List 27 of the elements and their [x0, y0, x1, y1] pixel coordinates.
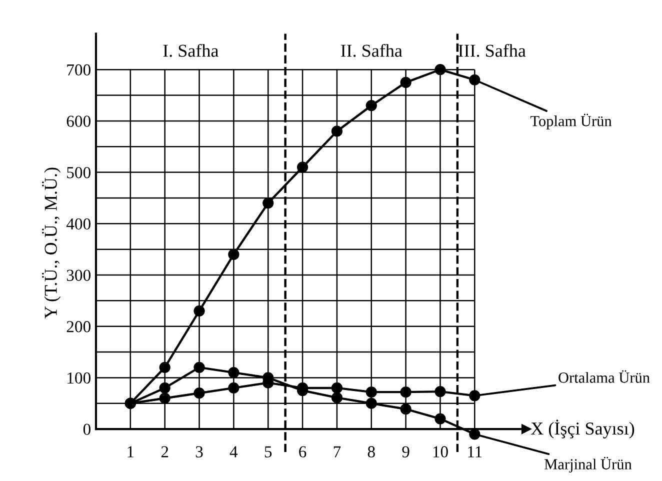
- x-tick-label: 9: [402, 446, 410, 458]
- text: Ortalama Ürün: [558, 370, 650, 383]
- y-tick-label: 300: [66, 270, 90, 281]
- x-tick-label: 3: [196, 446, 203, 458]
- x-tick-label: 8: [368, 446, 375, 458]
- x-axis-title: X (İşçi Sayısı): [530, 420, 634, 438]
- annotation: I. Safha: [163, 44, 218, 57]
- y-tick-label: 100: [68, 372, 90, 384]
- y-tick-label: 700: [67, 64, 90, 76]
- y-tick-label: 600: [66, 116, 90, 127]
- x-tick-label: 1: [128, 446, 134, 458]
- y-tick-label: 0: [83, 424, 90, 435]
- annotation: II. Safha: [340, 44, 402, 57]
- x-tick-label: 10: [433, 446, 448, 458]
- y-axis-title: Y (T.Ü., O.Ü., M.Ü.): [42, 168, 61, 319]
- x-tick-label: 7: [334, 446, 341, 458]
- x-tick-label: 11: [468, 446, 482, 458]
- x-tick-label: 6: [299, 446, 306, 458]
- y-tick-label: 400: [66, 218, 90, 230]
- x-tick-label: 4: [230, 446, 238, 458]
- x-tick-label: 5: [264, 446, 272, 458]
- annotation: III. Safha: [458, 44, 526, 57]
- y-tick-label: 500: [67, 167, 90, 178]
- text: Marjinal Ürün: [544, 456, 632, 473]
- text: Toplam Ürün: [530, 114, 612, 130]
- y-tick-label: 200: [66, 321, 90, 332]
- x-tick-label: 2: [161, 446, 168, 458]
